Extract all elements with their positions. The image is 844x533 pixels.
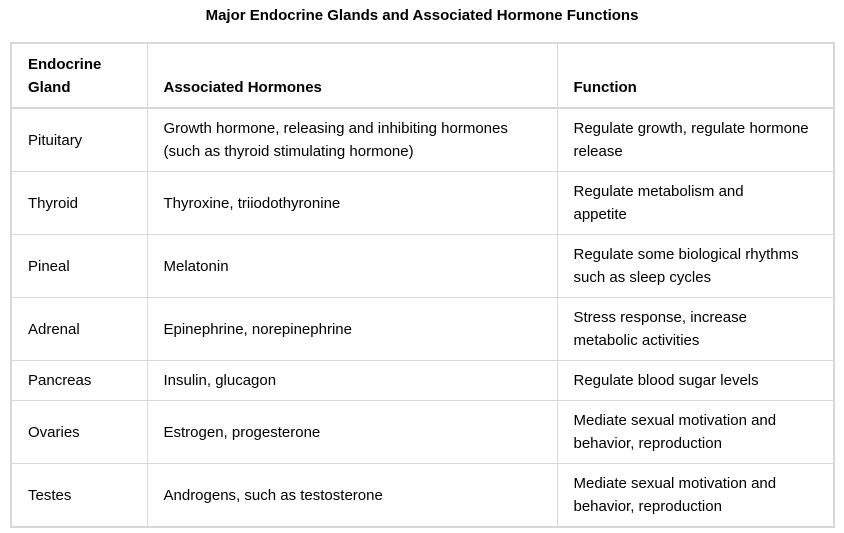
table-title: Major Endocrine Glands and Associated Ho… xyxy=(205,7,639,24)
gland-cell: Pituitary xyxy=(10,107,148,172)
function-cell: Regulate some biological rhythms such as… xyxy=(556,234,835,298)
table-row: Adrenal Epinephrine, norepinephrine Stre… xyxy=(10,297,835,361)
hormones-cell: Epinephrine, norepinephrine xyxy=(146,297,558,361)
table-row: Pineal Melatonin Regulate some biologica… xyxy=(10,234,835,298)
table-row: Pituitary Growth hormone, releasing and … xyxy=(10,107,835,172)
table-row: Pancreas Insulin, glucagon Regulate bloo… xyxy=(10,360,835,401)
hormones-cell: Melatonin xyxy=(146,234,558,298)
gland-cell: Adrenal xyxy=(10,297,148,361)
function-cell: Regulate blood sugar levels xyxy=(556,360,835,401)
function-cell: Mediate sexual motivation and behavior, … xyxy=(556,463,835,528)
function-cell: Stress response, increase metabolic acti… xyxy=(556,297,835,361)
gland-cell: Pancreas xyxy=(10,360,148,401)
header-endocrine-gland: Endocrine Gland xyxy=(10,42,148,109)
hormones-cell: Insulin, glucagon xyxy=(146,360,558,401)
function-cell: Mediate sexual motivation and behavior, … xyxy=(556,400,835,464)
function-cell: Regulate growth, regulate hormone releas… xyxy=(556,107,835,172)
gland-cell: Pineal xyxy=(10,234,148,298)
function-cell: Regulate metabolism and appetite xyxy=(556,171,835,235)
gland-cell: Testes xyxy=(10,463,148,528)
gland-cell: Thyroid xyxy=(10,171,148,235)
table-row: Ovaries Estrogen, progesterone Mediate s… xyxy=(10,400,835,464)
gland-cell: Ovaries xyxy=(10,400,148,464)
table-row: Testes Androgens, such as testosterone M… xyxy=(10,463,835,528)
hormones-cell: Growth hormone, releasing and inhibiting… xyxy=(146,107,558,172)
table-row: Thyroid Thyroxine, triiodothyronine Regu… xyxy=(10,171,835,235)
hormones-cell: Estrogen, progesterone xyxy=(146,400,558,464)
header-function: Function xyxy=(556,42,835,109)
endocrine-table: Endocrine Gland Associated Hormones Func… xyxy=(10,42,835,528)
hormones-cell: Androgens, such as testosterone xyxy=(146,463,558,528)
header-associated-hormones: Associated Hormones xyxy=(146,42,558,109)
hormones-cell: Thyroxine, triiodothyronine xyxy=(146,171,558,235)
header-row: Endocrine Gland Associated Hormones Func… xyxy=(10,42,835,109)
